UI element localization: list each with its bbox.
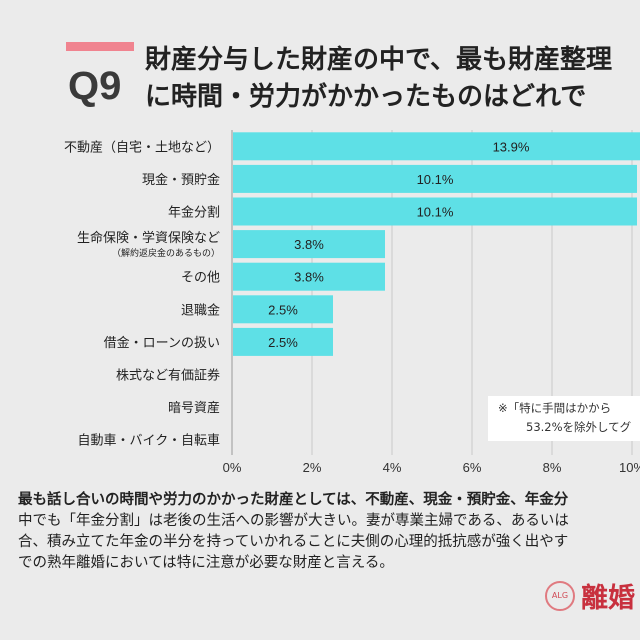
summary-line-3: での熟年離婚においては特に注意が必要な財産と言える。 (18, 555, 394, 571)
category-label: その他 (181, 271, 220, 286)
category-label: 現金・預貯金 (142, 172, 220, 188)
bar (233, 262, 385, 291)
bar (233, 197, 637, 226)
question-number: Q9 (68, 64, 122, 108)
x-tick-label: 6% (463, 460, 482, 475)
x-tick-label: 2% (303, 460, 322, 475)
category-label: 退職金 (181, 302, 220, 318)
bar-chart: 0% 2% 4% 6% 8% 10% 不動産（自宅・土地など） 13.9% 現金・預貯金 10.1… (64, 130, 640, 475)
page-title: 財産分与した財産の中で、最も財産整理 に時間・労力がかかったものはどれで (145, 42, 612, 116)
category-sublabel: （解約返戻金のあるもの） (112, 247, 220, 259)
data-label: 10.1% (417, 205, 454, 220)
bar (233, 295, 333, 324)
brand-logo: ALG 離婚 (545, 576, 635, 615)
note-line-1: ※「特に手間はかから (498, 401, 612, 415)
category-label: 自動車・バイク・自転車 (78, 434, 220, 449)
summary-text: 最も話し合いの時間や労力のかかった財産としては、不動産、現金・預貯金、年金分 中… (18, 490, 569, 574)
bar (233, 132, 640, 161)
data-label: 3.8% (294, 237, 324, 252)
bar (233, 164, 637, 193)
chart-note: ※「特に手間はかから 53.2%を除外してグ (488, 396, 640, 441)
x-tick-label: 4% (383, 460, 402, 475)
accent-bar (66, 42, 134, 51)
data-label: 10.1% (417, 172, 454, 187)
data-label: 13.9% (493, 139, 530, 154)
logo-text: 離婚 (581, 583, 635, 614)
data-label: 2.5% (268, 302, 298, 317)
title-line-2: に時間・労力がかかったものはどれで (145, 82, 587, 112)
x-tick-label: 0% (223, 460, 242, 475)
category-label: 生命保険・学資保険など (77, 230, 220, 246)
seal-icon: ALG (545, 580, 575, 611)
title-line-1: 財産分与した財産の中で、最も財産整理 (145, 45, 612, 75)
category-label: 株式など有価証券 (116, 368, 220, 384)
summary-bold-line: 最も話し合いの時間や労力のかかった財産としては、不動産、現金・預貯金、年金分 (18, 492, 569, 508)
bar (233, 327, 333, 356)
note-line-2: 53.2%を除外してグ (526, 420, 632, 434)
data-label: 2.5% (268, 335, 298, 350)
category-label: 借金・ローンの扱い (104, 335, 220, 351)
category-label: 年金分割 (168, 205, 220, 221)
category-label: 暗号資産 (168, 400, 220, 416)
category-label: 不動産（自宅・土地など） (64, 139, 220, 155)
bar (233, 230, 385, 259)
data-label: 3.8% (294, 270, 324, 285)
x-tick-label: 8% (543, 460, 562, 475)
x-tick-label: 10% (619, 460, 640, 475)
summary-line-2: 合、積み立てた年金の半分を持っていかれることに夫側の心理的抵抗感が強く出やす (18, 534, 569, 550)
summary-line-1: 中でも「年金分割」は老後の生活への影響が大きい。妻が専業主婦である、あるいは (18, 513, 569, 529)
